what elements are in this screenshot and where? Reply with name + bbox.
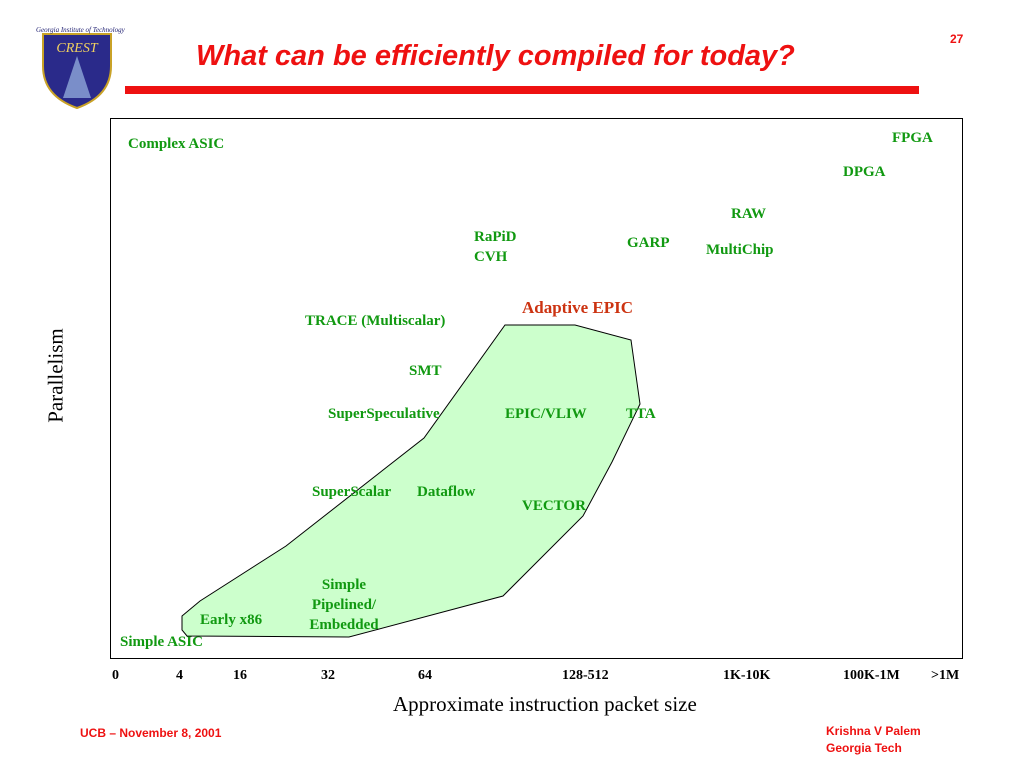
x-tick: 16 [233,668,247,683]
x-tick: 64 [418,668,432,683]
label-dataflow: Dataflow [417,484,476,500]
slide-number: 27 [950,32,964,46]
label-fpga: FPGA [892,130,933,146]
logo-text: CREST [56,41,98,56]
label-simple-line2: Pipelined/ [311,597,377,613]
x-tick: 32 [321,668,335,683]
label-trace: TRACE (Multiscalar) [305,313,446,329]
label-simple-line1: Simple [321,577,367,593]
label-garp: GARP [627,235,670,251]
footer-author: Krishna V Palem [826,724,921,738]
label-rapid: RaPiD [474,229,517,245]
x-tick: 4 [176,668,183,683]
crest-logo: CREST [42,33,112,110]
x-tick: 128-512 [562,668,609,683]
x-tick: 0 [112,668,119,683]
x-axis-label: Approximate instruction packet size [393,692,697,716]
label-tta: TTA [626,406,656,422]
label-epic-vliw: EPIC/VLIW [505,406,587,422]
label-dpga: DPGA [843,164,886,180]
label-early-x86: Early x86 [200,612,263,628]
label-simple-line3: Embedded [309,617,379,633]
label-cvh: CVH [474,249,508,265]
x-tick: 100K-1M [843,668,900,683]
logo-caption: Georgia Institute of Technology [36,26,125,34]
label-smt: SMT [409,363,442,379]
label-raw: RAW [731,206,767,222]
y-axis-label: Parallelism [43,328,68,423]
plot-frame [110,118,963,659]
label-multichip: MultiChip [706,242,774,258]
footer-institution: Georgia Tech [826,741,902,755]
title-underline [125,86,919,94]
compilable-region-polygon [181,324,641,638]
label-adaptive-epic: Adaptive EPIC [522,298,633,317]
label-vector: VECTOR [522,498,586,514]
label-complex-asic: Complex ASIC [128,136,225,152]
label-simple-asic: Simple ASIC [120,634,203,650]
footer-left: UCB – November 8, 2001 [80,726,222,740]
x-tick: >1M [931,668,960,683]
label-superscalar: SuperScalar [312,484,392,500]
slide-title: What can be efficiently compiled for tod… [196,40,795,72]
x-tick: 1K-10K [723,668,771,683]
label-superspeculative: SuperSpeculative [328,406,440,422]
